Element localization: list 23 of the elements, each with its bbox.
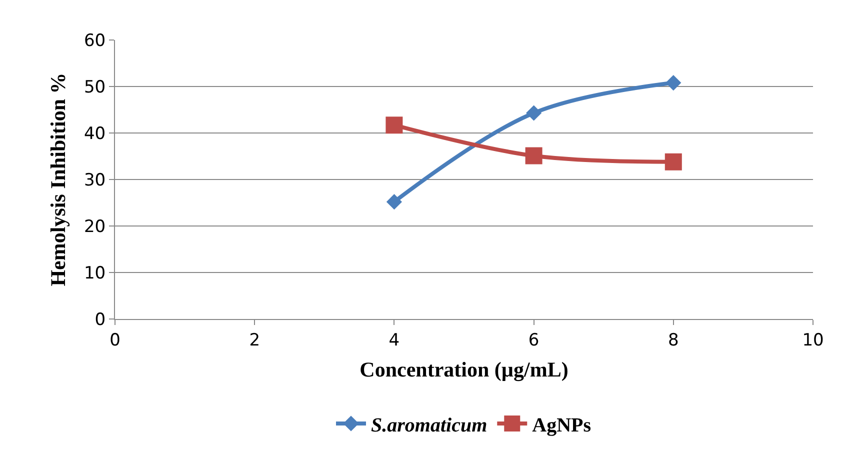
x-tick-label: 8 [668, 330, 679, 350]
x-axis-title: Concentration (µg/mL) [360, 358, 568, 382]
point [386, 116, 403, 134]
point [664, 153, 682, 170]
y-tick-label: 10 [84, 263, 106, 284]
y-tick-label: 0 [94, 310, 106, 330]
legend-label: S.aromaticum [371, 414, 488, 436]
point [666, 74, 682, 91]
x-tick-label: 6 [528, 330, 540, 350]
y-tick-label: 50 [84, 77, 106, 98]
x-tick-label: 4 [388, 330, 400, 350]
y-tick-label: 40 [84, 124, 106, 144]
point [526, 105, 542, 121]
x-tick-label: 0 [110, 330, 120, 350]
legend-label: AgNPs [532, 414, 592, 436]
y-tick-label: 30 [84, 170, 106, 190]
point [386, 194, 402, 210]
y-tick-label: 20 [84, 216, 106, 237]
x-tick-label: 2 [249, 330, 260, 350]
point [525, 147, 542, 164]
y-tick-label: 60 [84, 30, 106, 51]
x-tick-label: 10 [802, 330, 824, 350]
y-axis-title: Hemolysis Inhibition % [46, 72, 70, 286]
